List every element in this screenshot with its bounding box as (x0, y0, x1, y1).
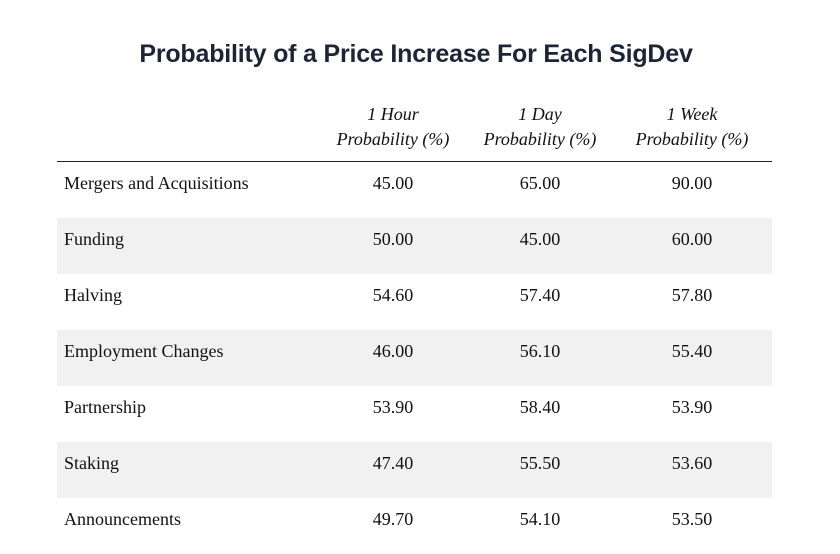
table-row: Partnership 53.90 58.40 53.90 (57, 386, 772, 442)
cell-1-day: 45.00 (519, 229, 561, 249)
cell-1-day: 65.00 (519, 173, 561, 193)
column-header-1-day: 1 Day Probability (%) (475, 102, 605, 152)
row-label: Employment Changes (64, 341, 224, 361)
column-header-line2: Probability (%) (336, 129, 450, 149)
column-header-line1: 1 Week (666, 104, 718, 124)
cell-1-week: 53.60 (671, 453, 713, 473)
row-label: Staking (64, 453, 120, 473)
row-label: Mergers and Acquisitions (64, 173, 249, 193)
cell-1-day: 58.40 (519, 397, 561, 417)
cell-1-week: 60.00 (671, 229, 713, 249)
cell-1-day: 55.50 (519, 453, 561, 473)
probability-table: 1 Hour Probability (%) 1 Day Probability… (57, 100, 772, 554)
table-header: 1 Hour Probability (%) 1 Day Probability… (57, 100, 772, 162)
column-header-line2: Probability (%) (483, 129, 597, 149)
column-header-1-hour: 1 Hour Probability (%) (328, 102, 458, 152)
cell-1-week: 53.90 (671, 397, 713, 417)
cell-1-day: 57.40 (519, 285, 561, 305)
cell-1-hour: 50.00 (372, 229, 414, 249)
row-label: Announcements (64, 509, 181, 529)
cell-1-hour: 47.40 (372, 453, 414, 473)
cell-1-day: 56.10 (519, 341, 561, 361)
table-row: Employment Changes 46.00 56.10 55.40 (57, 330, 772, 386)
column-header-line1: 1 Day (518, 104, 562, 124)
row-label: Funding (64, 229, 125, 249)
chart-title: Probability of a Price Increase For Each… (139, 40, 693, 68)
cell-1-week: 55.40 (671, 341, 713, 361)
table-row: Announcements 49.70 54.10 53.50 (57, 498, 772, 554)
cell-1-hour: 45.00 (372, 173, 414, 193)
column-header-line2: Probability (%) (635, 129, 749, 149)
column-header-1-week: 1 Week Probability (%) (627, 102, 757, 152)
cell-1-week: 90.00 (671, 173, 713, 193)
cell-1-hour: 49.70 (372, 509, 414, 529)
row-label: Partnership (64, 397, 146, 417)
row-label: Halving (64, 285, 122, 305)
cell-1-hour: 54.60 (372, 285, 414, 305)
table-row: Halving 54.60 57.40 57.80 (57, 274, 772, 330)
table-row: Staking 47.40 55.50 53.60 (57, 442, 772, 498)
cell-1-day: 54.10 (519, 509, 561, 529)
cell-1-week: 53.50 (671, 509, 713, 529)
table-row: Funding 50.00 45.00 60.00 (57, 218, 772, 274)
cell-1-week: 57.80 (671, 285, 713, 305)
column-header-line1: 1 Hour (367, 104, 419, 124)
cell-1-hour: 46.00 (372, 341, 414, 361)
table-row: Mergers and Acquisitions 45.00 65.00 90.… (57, 162, 772, 218)
cell-1-hour: 53.90 (372, 397, 414, 417)
